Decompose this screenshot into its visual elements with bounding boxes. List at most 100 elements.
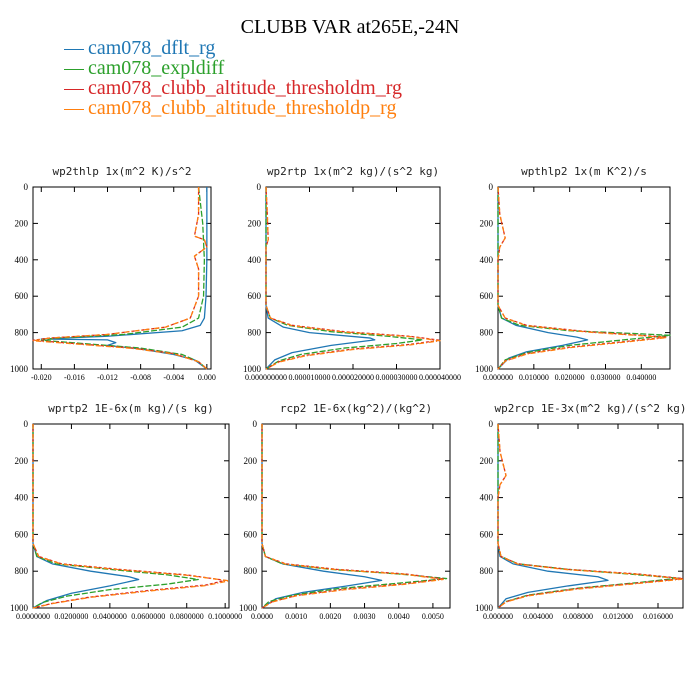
y-tick-label: 200: [480, 456, 494, 466]
x-tick-label: 0.0000: [251, 612, 273, 621]
x-tick-label: -0.012: [97, 373, 118, 382]
x-tick-label: 0.0040: [388, 612, 410, 621]
panel-frame: [32, 186, 212, 370]
series-line: [497, 424, 679, 609]
x-tick-label: 0.0030: [354, 612, 376, 621]
y-tick-label: 800: [480, 566, 494, 576]
legend-line-swatch: [64, 68, 84, 70]
panel-title: wp2rtp 1x(m^2 kg)/(s^2 kg): [267, 165, 439, 178]
panel-title: wp2rcp 1E-3x(m^2 kg)/(s^2 kg): [494, 402, 686, 415]
x-tick-label: 0.0000000: [16, 612, 50, 621]
y-tick-label: 800: [480, 328, 494, 338]
series-line: [32, 187, 208, 370]
series-line: [497, 186, 668, 370]
x-tick-label: 0.0800000: [170, 612, 204, 621]
series-line: [261, 424, 444, 609]
chart-panel: wp2thlp 1x(m^2 K)/s^202004006008001000-0…: [10, 165, 216, 382]
y-tick-label: 600: [15, 529, 29, 539]
legend-line-swatch: [64, 108, 84, 110]
series-line: [32, 424, 140, 609]
panel-frame: [497, 423, 684, 609]
y-tick-label: 400: [248, 255, 262, 265]
chart-panel: wp2rcp 1E-3x(m^2 kg)/(s^2 kg)0 200 400 600 8…: [475, 402, 687, 621]
series-line: [265, 187, 376, 370]
series-line: [32, 424, 226, 609]
x-tick-label: 0.1000000: [208, 612, 242, 621]
series-line: [497, 423, 684, 609]
x-tick-label: 0.0050: [422, 612, 444, 621]
y-tick-label: 200: [248, 218, 262, 228]
x-tick-label: 0.000010000: [289, 373, 331, 382]
panel-frame: [497, 186, 671, 370]
y-tick-label: 400: [15, 493, 29, 503]
legend-line-swatch: [64, 88, 84, 90]
y-tick-label: 1000: [475, 603, 494, 613]
y-tick-label: 1000: [10, 603, 29, 613]
series-line: [261, 424, 448, 609]
x-tick-label: 0.000000: [483, 373, 513, 382]
y-tick-label: 200: [244, 456, 258, 466]
legend-item: cam078_clubb_altitude_thresholdp_rg: [64, 98, 402, 118]
x-tick-label: 0.0020: [319, 612, 341, 621]
x-tick-label: 0.020000: [555, 373, 585, 382]
x-tick-label: 0.000030000: [376, 373, 418, 382]
chart-panel: wpthlp2 1x(m K^2)/s 0 200 400 600 800 10000.00…: [475, 165, 671, 382]
figure-title: CLUBB VAR at265E,-24N: [240, 16, 460, 38]
y-tick-label: 600: [480, 291, 494, 301]
y-tick-label: 0: [24, 419, 29, 429]
legend-label: cam078_clubb_altitude_thresholdp_rg: [88, 97, 397, 119]
y-tick-label: 200: [15, 456, 29, 466]
y-tick-label: 800: [15, 328, 29, 338]
panel-title: wprtp2 1E-6x(m kg)/(s kg): [48, 402, 214, 415]
y-tick-label: 0: [257, 182, 262, 192]
y-tick-label: 0: [489, 419, 494, 429]
x-tick-label: 0.000020000: [332, 373, 374, 382]
y-tick-label: 1000: [243, 364, 262, 374]
y-tick-label: 600: [15, 291, 29, 301]
x-tick-label: 0.016000: [643, 612, 673, 621]
panel-title: wpthlp2 1x(m K^2)/s: [521, 165, 647, 178]
series-line: [497, 187, 589, 370]
legend-item: cam078_dflt_rg: [64, 38, 402, 58]
chart-panel: wp2rtp 1x(m^2 kg)/(s^2 kg) 0 200 400 600 800 1…: [243, 165, 461, 382]
chart-panel: rcp2 1E-6x(kg^2)/(kg^2) 0 200 400 600 800 1000…: [239, 402, 451, 621]
panel-title: wp2thlp 1x(m^2 K)/s^2: [52, 165, 191, 178]
legend-label: cam078_dflt_rg: [88, 37, 216, 59]
series-line: [265, 186, 441, 370]
panel-frame: [265, 186, 441, 370]
x-tick-label: 0.0600000: [131, 612, 165, 621]
y-tick-label: 600: [480, 529, 494, 539]
legend-label: cam078_expldiff: [88, 57, 225, 79]
y-tick-label: 600: [244, 529, 258, 539]
series-line: [40, 186, 208, 370]
y-tick-label: 200: [480, 218, 494, 228]
panel-title: rcp2 1E-6x(kg^2)/(kg^2): [280, 402, 432, 415]
series-line: [32, 424, 199, 609]
y-tick-label: 600: [248, 291, 262, 301]
y-tick-label: 1000: [10, 364, 29, 374]
x-tick-label: 0.000000: [483, 612, 513, 621]
x-tick-label: 0.0400000: [93, 612, 127, 621]
series-line: [32, 187, 208, 370]
panel-frame: [32, 423, 230, 609]
series-line: [265, 187, 424, 370]
series-line: [497, 187, 671, 370]
y-tick-label: 200: [15, 218, 29, 228]
y-tick-label: 800: [15, 566, 29, 576]
x-tick-label: 0.030000: [591, 373, 621, 382]
x-tick-label: 0.000000000: [245, 373, 287, 382]
x-tick-label: 0.000: [198, 373, 216, 382]
series-line: [497, 424, 609, 609]
x-tick-label: -0.016: [64, 373, 85, 382]
y-tick-label: 400: [480, 493, 494, 503]
y-tick-label: 0: [253, 419, 258, 429]
series-line: [265, 186, 441, 370]
x-tick-label: 0.0200000: [54, 612, 88, 621]
x-tick-label: 0.040000: [626, 373, 656, 382]
x-tick-label: 0.012000: [603, 612, 633, 621]
y-tick-label: 1000: [239, 603, 258, 613]
y-tick-label: 1000: [475, 364, 494, 374]
y-tick-label: 0: [489, 182, 494, 192]
series-line: [261, 424, 383, 609]
